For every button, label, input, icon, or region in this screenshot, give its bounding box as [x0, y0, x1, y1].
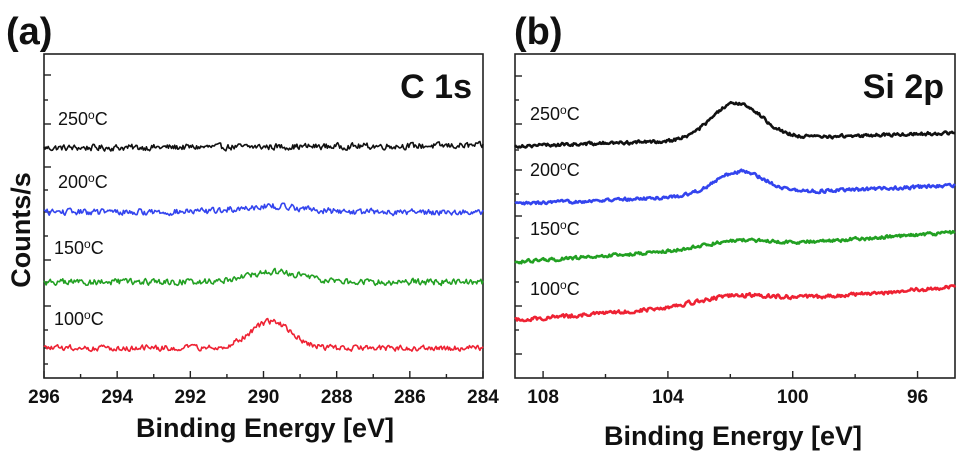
series-line-250: [43, 140, 484, 152]
x-tick-label: 296: [28, 387, 60, 408]
series-label-200: 200oC: [530, 159, 580, 180]
panel-a-xlabel: Binding Energy [eV]: [136, 413, 394, 443]
series-line-200: [43, 202, 484, 217]
series-line-200: [514, 168, 956, 206]
panel-b-title: Si 2p: [863, 68, 944, 106]
panel-b: (b) Si 2p Binding Energy [eV] 108 104 100 9…: [514, 11, 957, 451]
series-label-250: 250oC: [530, 103, 580, 124]
series-line-100: [43, 317, 484, 353]
series-line-150: [43, 267, 484, 287]
panel-b-xlabel: Binding Energy [eV]: [604, 421, 862, 451]
panel-a-ylabel: Counts/s: [6, 172, 36, 288]
series-label-100: 100oC: [530, 278, 580, 299]
panel-a-label: (a): [6, 11, 52, 53]
series-line-250: [514, 100, 956, 149]
x-tick-label: 288: [321, 387, 353, 408]
x-tick-label: 292: [174, 387, 206, 408]
x-tick-label: 96: [907, 387, 928, 408]
x-tick-label: 104: [652, 387, 684, 408]
x-tick-label: 290: [248, 387, 280, 408]
series-label-250: 250oC: [58, 108, 108, 129]
series-label-100: 100oC: [54, 308, 104, 329]
x-tick-label: 286: [394, 387, 426, 408]
panel-b-label: (b): [514, 11, 563, 53]
series-line-150: [514, 229, 956, 265]
series-label-200: 200oC: [58, 171, 108, 192]
x-tick-label: 108: [527, 387, 559, 408]
x-tick-label: 294: [101, 387, 133, 408]
panel-a: (a) C 1s Binding Energy [eV] Counts/s 29…: [6, 11, 499, 443]
x-tick-label: 100: [777, 387, 809, 408]
series-label-150: 150oC: [54, 237, 104, 258]
x-tick-label: 284: [467, 387, 499, 408]
series-line-100: [514, 284, 957, 323]
panel-a-title: C 1s: [400, 68, 472, 106]
series-label-150: 150oC: [530, 218, 580, 239]
